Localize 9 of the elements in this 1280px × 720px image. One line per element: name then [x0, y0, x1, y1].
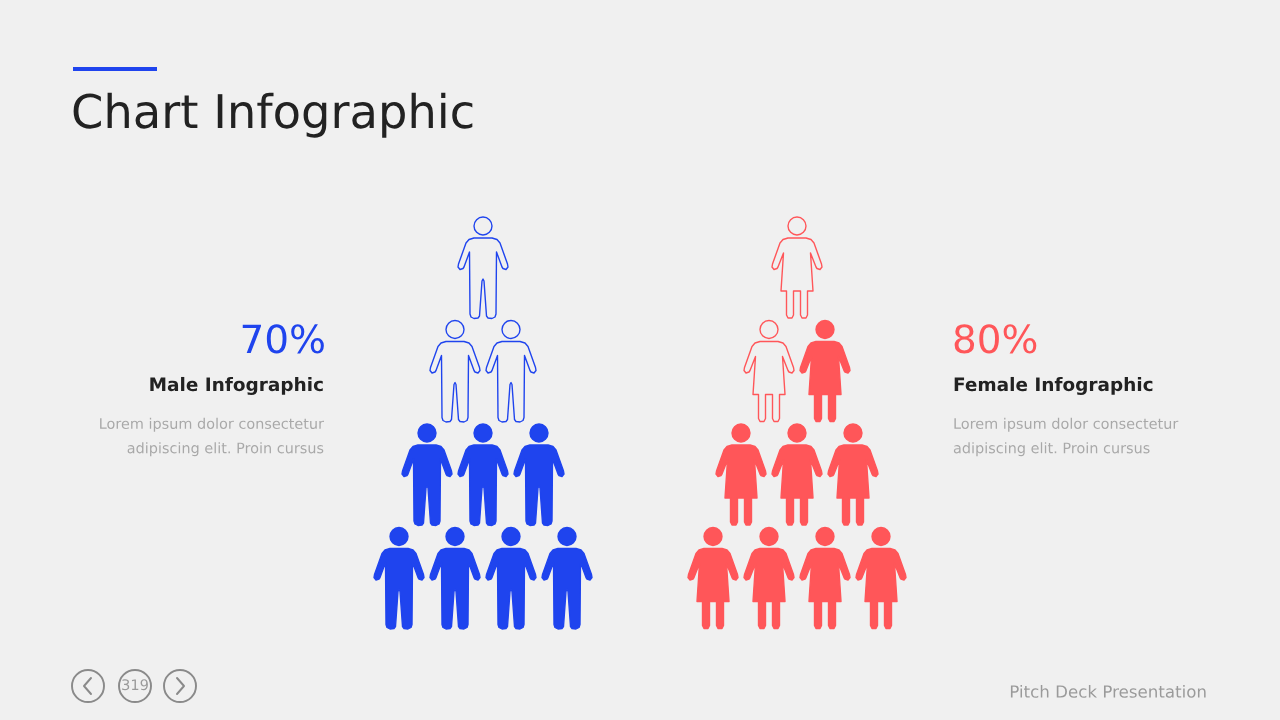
data-label: 80% [954, 324, 1037, 354]
text: Lorem ipsum dolor consectetur adipiscing elit. Proin cursus [953, 417, 1179, 457]
text: Lorem ipsum dolor consectetur adipiscing elit. Proin cursus [100, 417, 324, 457]
text: Chart Infographic [73, 92, 473, 138]
category-label: Female Infographic [954, 376, 1153, 395]
data-label: 70% [242, 324, 324, 354]
category-label: Male Infographic [150, 376, 323, 395]
text: 319 [122, 679, 148, 691]
text: Pitch Deck Presentation [1010, 684, 1206, 698]
